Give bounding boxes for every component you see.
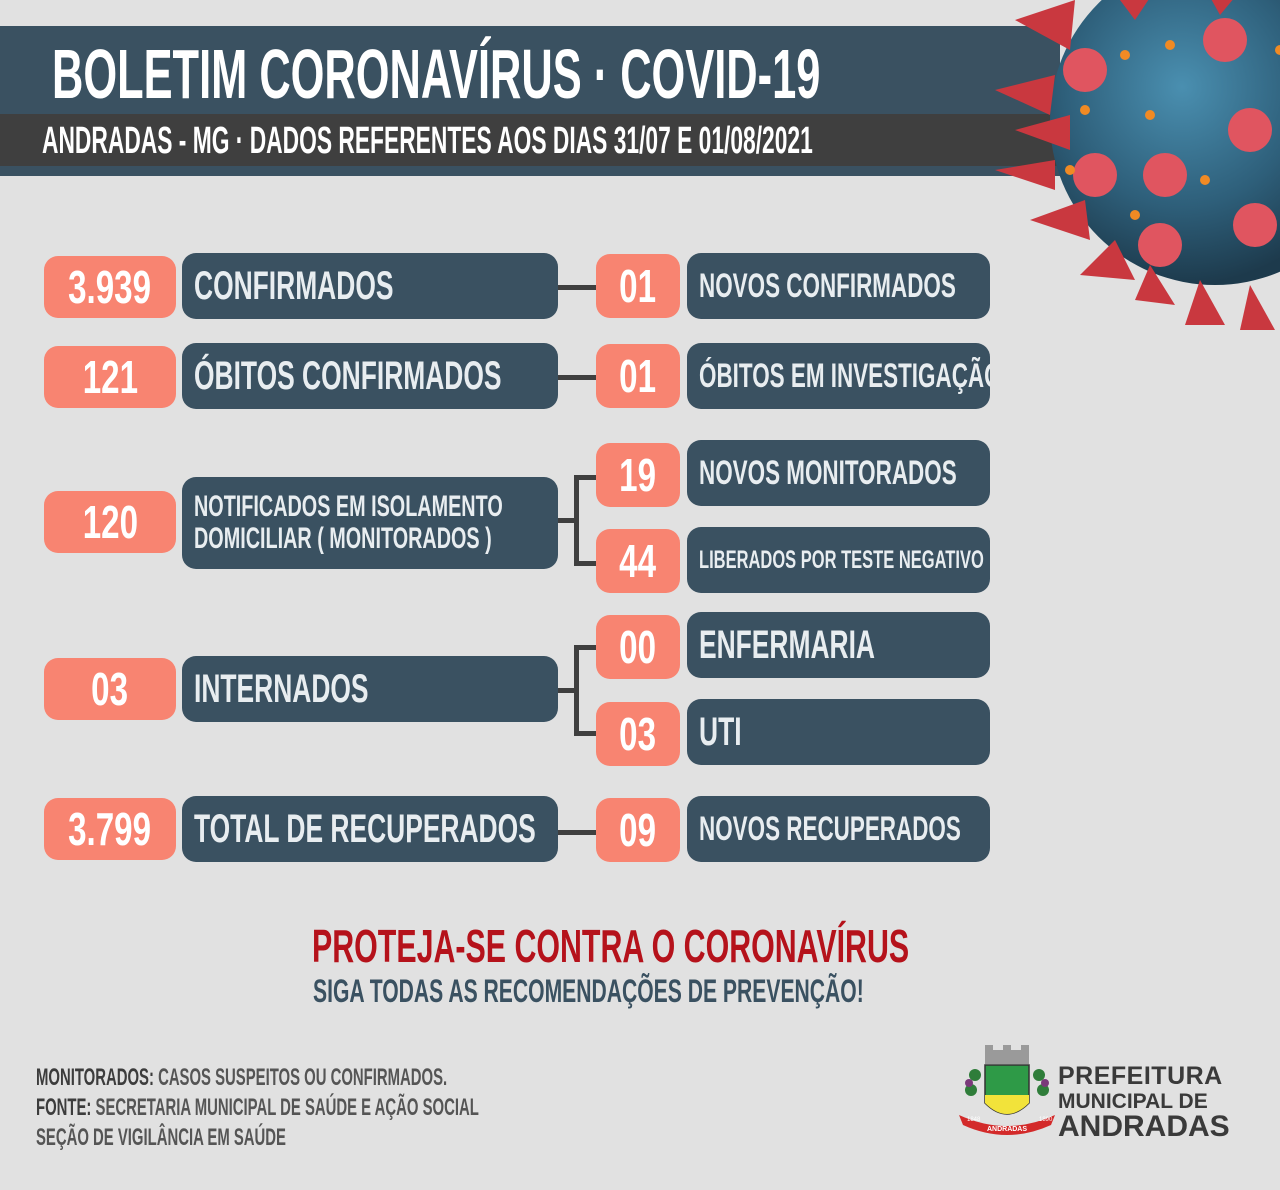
- connector-line: [558, 375, 598, 380]
- logo-line3: ANDRADAS: [1058, 1110, 1230, 1143]
- connector-line: [558, 518, 578, 523]
- liberados-value: 44: [596, 529, 680, 593]
- novos-recuperados-value: 09: [596, 798, 680, 862]
- coronavirus-icon: [995, 0, 1280, 330]
- connector-bracket: [574, 645, 579, 736]
- footnote-secao: SEÇÃO DE VIGILÂNCIA EM SAÚDE: [36, 1124, 286, 1151]
- slogan-subline: SIGA TODAS AS RECOMENDAÇÕES DE PREVENÇÃO…: [313, 973, 864, 1009]
- monitorados-label-line1: NOTIFICADOS EM ISOLAMENTO: [194, 490, 503, 523]
- header-title-bar: [0, 26, 1060, 114]
- monitorados-label: NOTIFICADOS EM ISOLAMENTO DOMICILIAR ( MO…: [182, 477, 558, 569]
- svg-text:1848: 1848: [967, 1117, 981, 1123]
- liberados-label: LIBERADOS POR TESTE NEGATIVO: [687, 527, 990, 593]
- connector-bracket: [574, 475, 579, 566]
- slogan-headline: PROTEJA-SE CONTRA O CORONAVÍRUS: [312, 920, 910, 972]
- connector-line: [558, 285, 598, 290]
- enfermaria-value: 00: [596, 615, 680, 679]
- connector-line: [574, 645, 600, 650]
- connector-line: [574, 561, 600, 566]
- internados-value: 03: [44, 658, 176, 720]
- confirmados-value: 3.939: [44, 256, 176, 318]
- obitos-value: 121: [44, 346, 176, 408]
- footnote-monitorados: MONITORADOS: CASOS SUSPEITOS OU CONFIRMA…: [36, 1064, 448, 1091]
- svg-text:1890: 1890: [1039, 1117, 1053, 1123]
- obitos-investigacao-label: ÓBITOS EM INVESTIGAÇÃO: [687, 343, 990, 409]
- connector-line: [558, 830, 598, 835]
- monitorados-label-line2: DOMICILIAR ( MONITORADOS ): [194, 522, 492, 555]
- footnote-fonte: FONTE: SECRETARIA MUNICIPAL DE SAÚDE E A…: [36, 1094, 479, 1121]
- confirmados-label: CONFIRMADOS: [182, 253, 558, 319]
- coat-of-arms-icon: ANDRADAS 1848 1890: [959, 1045, 1055, 1135]
- svg-text:ANDRADAS: ANDRADAS: [987, 1126, 1027, 1133]
- page-title: BOLETIM CORONAVÍRUS · COVID-19: [52, 35, 821, 113]
- novos-confirmados-label: NOVOS CONFIRMADOS: [687, 253, 990, 319]
- logo-line2: MUNICIPAL DE: [1058, 1090, 1208, 1113]
- enfermaria-label: ENFERMARIA: [687, 612, 990, 678]
- header-subtitle-bar: [0, 114, 1060, 166]
- uti-label: UTI: [687, 699, 990, 765]
- page-subtitle: ANDRADAS - MG · DADOS REFERENTES AOS DIA…: [42, 120, 813, 162]
- novos-monitorados-value: 19: [596, 443, 680, 507]
- recuperados-value: 3.799: [44, 798, 176, 860]
- recuperados-label: TOTAL DE RECUPERADOS: [182, 796, 558, 862]
- obitos-label: ÓBITOS CONFIRMADOS: [182, 343, 558, 409]
- obitos-investigacao-value: 01: [596, 344, 680, 408]
- connector-line: [574, 731, 600, 736]
- novos-confirmados-value: 01: [596, 254, 680, 318]
- logo-line1: PREFEITURA: [1058, 1062, 1223, 1090]
- logo-text: PREFEITURA MUNICIPAL DE ANDRADAS: [1058, 1064, 1230, 1142]
- novos-recuperados-label: NOVOS RECUPERADOS: [687, 796, 990, 862]
- connector-line: [558, 688, 578, 693]
- novos-monitorados-label: NOVOS MONITORADOS: [687, 440, 990, 506]
- connector-line: [574, 475, 600, 480]
- internados-label: INTERNADOS: [182, 656, 558, 722]
- header-bottom-strip: [0, 166, 1060, 176]
- monitorados-value: 120: [44, 491, 176, 553]
- uti-value: 03: [596, 702, 680, 766]
